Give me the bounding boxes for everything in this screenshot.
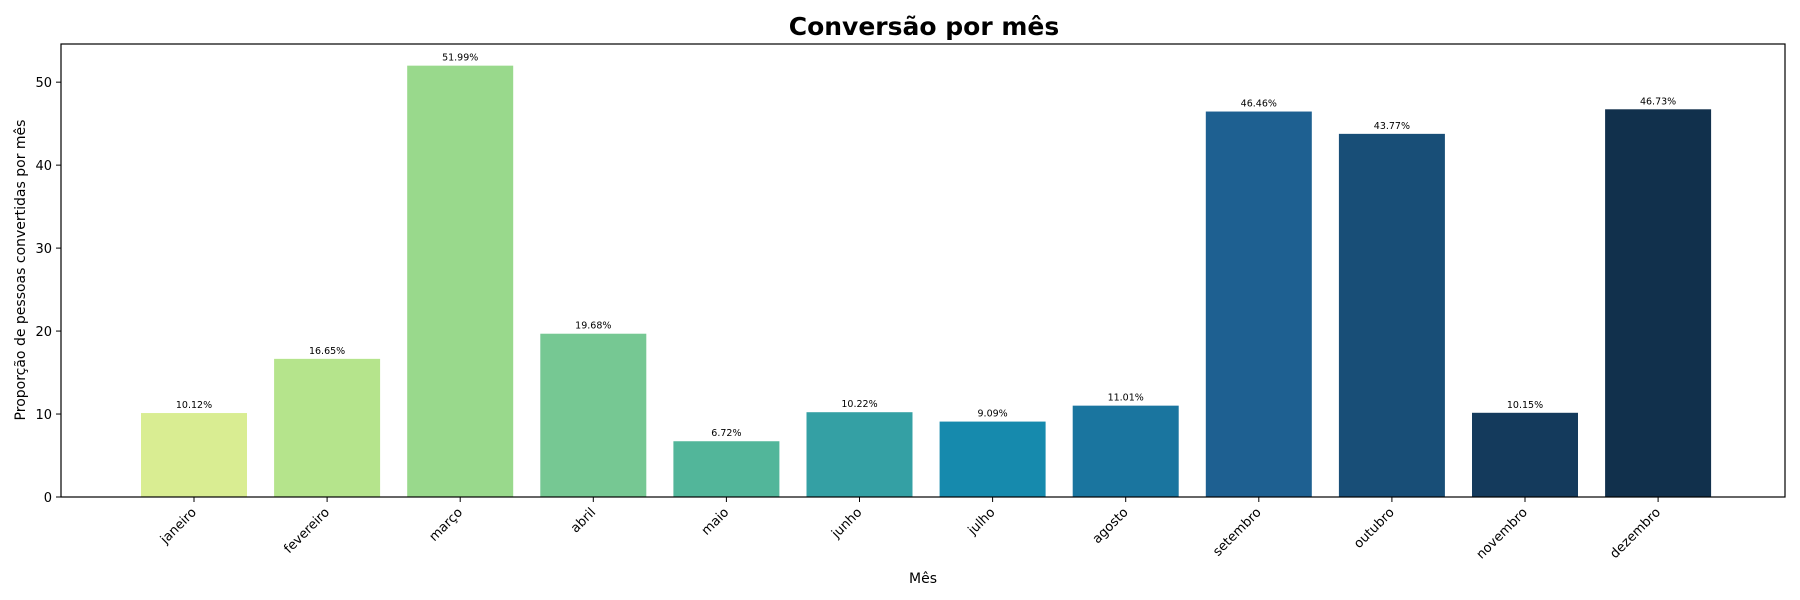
data-label: 46.46% — [1241, 99, 1277, 110]
x-tick-label: agosto — [1090, 505, 1132, 547]
x-axis-label: Mês — [909, 571, 937, 587]
y-tick-label: 40 — [35, 159, 52, 174]
x-tick-label: abril — [568, 505, 599, 536]
data-label: 6.72% — [711, 428, 741, 439]
bar — [1205, 111, 1312, 498]
bar — [540, 333, 647, 497]
bar — [673, 441, 780, 497]
x-tick-label: dezembro — [1607, 505, 1664, 562]
y-tick-label: 30 — [35, 242, 52, 257]
bar — [407, 65, 514, 498]
x-tick-label: junho — [828, 505, 865, 542]
data-label: 11.01% — [1108, 393, 1144, 404]
data-label: 9.09% — [978, 409, 1008, 420]
bar — [1072, 405, 1179, 497]
x-tick-label: outubro — [1351, 505, 1398, 552]
x-tick-label: fevereiro — [281, 505, 333, 557]
data-label: 10.22% — [841, 399, 877, 410]
data-label: 46.73% — [1640, 96, 1676, 107]
x-tick-label: maio — [699, 505, 732, 538]
data-label: 10.15% — [1507, 400, 1543, 411]
data-label: 16.65% — [309, 346, 345, 357]
chart-title: Conversão por mês — [789, 12, 1060, 41]
x-tick-label: novembro — [1474, 505, 1531, 562]
x-tick-label: janeiro — [157, 505, 200, 548]
data-label: 43.77% — [1374, 121, 1410, 132]
plot-frame — [60, 43, 1786, 498]
plot-area: 0 10 20 30 40 50 10.12% janeiro 16.65% fevereiro 5… — [35, 53, 1712, 562]
y-tick-label: 50 — [35, 76, 52, 91]
bar — [939, 421, 1046, 497]
x-tick-label: setembro — [1210, 505, 1264, 559]
bar — [274, 358, 381, 497]
bar — [141, 413, 247, 497]
x-tick-label: março — [427, 505, 466, 544]
data-label: 10.12% — [176, 400, 212, 411]
y-tick-label: 20 — [35, 325, 52, 340]
bar — [1338, 133, 1445, 497]
bar — [1605, 109, 1712, 498]
bar — [806, 412, 913, 497]
data-label: 19.68% — [575, 321, 611, 332]
y-axis-label: Proporção de pessoas convertidas por mês — [13, 120, 29, 421]
x-tick-label: julho — [965, 505, 999, 539]
y-tick-label: 10 — [35, 408, 52, 423]
y-tick-label: 0 — [44, 491, 52, 506]
data-label: 51.99% — [442, 53, 478, 64]
bar — [1472, 412, 1578, 497]
